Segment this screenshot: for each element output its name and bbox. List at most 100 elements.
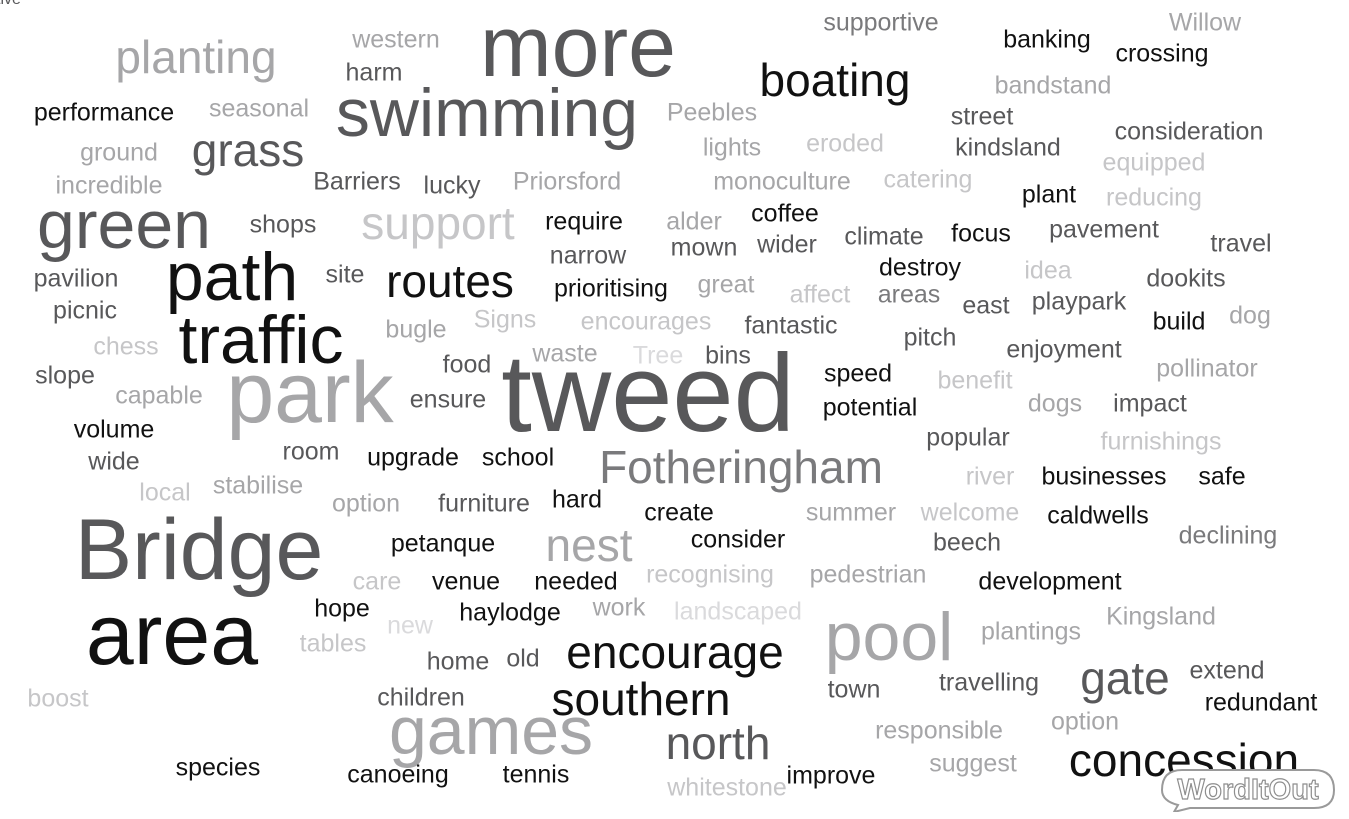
word: swimming (335, 75, 639, 151)
word: bugle (385, 315, 447, 344)
word: destroy (879, 253, 961, 282)
worditout-logo: WordItOut (1160, 768, 1336, 816)
word: petanque (390, 529, 496, 558)
word: crossing (1115, 39, 1209, 68)
word: encourages (580, 307, 712, 336)
word: Kingsland (1106, 602, 1216, 631)
word: impact (1113, 389, 1187, 418)
word: children (377, 683, 465, 712)
word: supportive (823, 8, 939, 37)
word: nest (545, 519, 633, 571)
word: western (352, 25, 440, 54)
word: tables (299, 629, 367, 658)
word: tennis (502, 760, 570, 789)
word: new (387, 611, 433, 640)
word: narrow (549, 241, 627, 270)
word: food (442, 350, 492, 379)
word: southern (551, 673, 731, 725)
word: Bridge (74, 502, 324, 598)
word: popular (926, 423, 1010, 452)
word: Priorsford (512, 167, 622, 196)
word: businesses (1041, 462, 1167, 491)
word: green (37, 187, 211, 263)
word: care (352, 567, 402, 596)
word: stabilise (212, 471, 304, 500)
word: Tree (632, 341, 684, 370)
word: coffee (751, 199, 819, 228)
word: plant (1021, 180, 1077, 209)
word: games (388, 693, 594, 769)
word: east (962, 291, 1010, 320)
word: boating (759, 54, 911, 106)
word: grass (191, 124, 305, 176)
word: eroded (806, 129, 884, 158)
word: furniture (438, 489, 530, 518)
word: dogs (1027, 389, 1083, 418)
word: area (85, 587, 259, 683)
word: planting (115, 31, 277, 83)
word: room (282, 437, 340, 466)
word: mown (670, 233, 738, 262)
word: bandstand (994, 71, 1112, 100)
word: park (226, 345, 394, 441)
word: capable (115, 381, 203, 410)
word: extend (1189, 656, 1265, 685)
word: require (545, 207, 623, 236)
word: tweed (501, 332, 795, 455)
word: consideration (1114, 117, 1264, 146)
word: build (1152, 307, 1206, 336)
word: lucky (423, 171, 481, 200)
word: pollinator (1156, 354, 1258, 383)
word: needed (534, 567, 618, 596)
word: local (139, 478, 191, 507)
word: seasonal (208, 94, 310, 123)
word: ensure (409, 385, 487, 414)
word: venue (431, 567, 501, 596)
word: climate (844, 222, 924, 251)
word: upgrade (367, 443, 459, 472)
word: wide (88, 447, 140, 476)
word: active (0, 0, 21, 8)
word: banking (1003, 25, 1091, 54)
word: create (644, 498, 714, 527)
word: travel (1210, 229, 1272, 258)
word: old (506, 644, 540, 673)
word: more (480, 0, 676, 95)
word: routes (386, 255, 514, 307)
word: bins (705, 341, 751, 370)
word: species (175, 753, 261, 782)
word: waste (532, 339, 598, 368)
word: fantastic (744, 311, 838, 340)
word: caldwells (1047, 501, 1149, 530)
word: whitestone (667, 773, 787, 802)
word: pedestrian (809, 560, 927, 589)
word: wider (757, 230, 817, 259)
word: prioritising (554, 274, 668, 303)
word: lights (702, 133, 762, 162)
word: canoeing (347, 760, 449, 789)
word: enjoyment (1006, 335, 1122, 364)
word: picnic (53, 296, 117, 325)
word: shops (249, 210, 317, 239)
word: landscaped (674, 597, 802, 626)
word: catering (883, 165, 973, 194)
word: affect (789, 280, 851, 309)
word: option (331, 489, 401, 518)
word: incredible (55, 171, 163, 200)
word: dookits (1146, 264, 1226, 293)
word: great (697, 270, 755, 299)
word: school (481, 443, 555, 472)
word: Fotheringham (599, 441, 883, 493)
word: pitch (903, 323, 957, 352)
word: welcome (920, 498, 1020, 527)
word: support (361, 197, 515, 249)
word: home (426, 647, 490, 676)
word: hard (551, 485, 603, 514)
word: benefit (937, 366, 1013, 395)
word: kindsland (955, 133, 1061, 162)
word: focus (951, 219, 1011, 248)
logo-text: WordItOut (1177, 773, 1319, 806)
word: performance (33, 98, 175, 127)
word: gate (1080, 652, 1170, 704)
